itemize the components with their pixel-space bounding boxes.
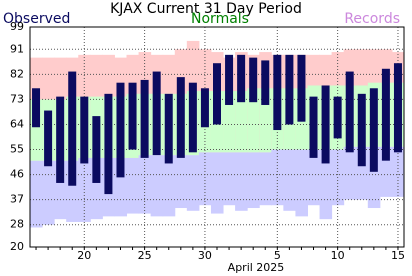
observed-bar (357, 93, 366, 167)
record-low-band (295, 149, 308, 217)
observed-bar (369, 88, 378, 172)
observed-bar (261, 60, 270, 105)
record-low-band (210, 152, 224, 214)
observed-bar (140, 79, 149, 158)
x-tick-label: 10 (331, 249, 345, 262)
x-tick-label: 15 (391, 249, 405, 262)
observed-bar (176, 77, 185, 158)
record-low-band (198, 152, 212, 206)
normal-band (223, 91, 236, 153)
y-tick-label: 20 (10, 240, 24, 253)
record-low-band (283, 149, 296, 211)
observed-bar (152, 71, 161, 156)
record-low-band (307, 149, 321, 206)
observed-bar (333, 96, 342, 139)
observed-bar (273, 54, 282, 131)
observed-bar (297, 54, 306, 122)
observed-bar (32, 88, 41, 128)
legend-entry: Records (344, 11, 400, 27)
observed-bar (68, 71, 77, 186)
normal-band (235, 91, 248, 153)
x-tick-label: 5 (274, 249, 281, 262)
record-low-band (30, 160, 43, 228)
plot-frame (29, 26, 405, 248)
chart-title: KJAX Current 31 Day Period (110, 1, 302, 17)
legend-entry: Normals (191, 11, 249, 27)
observed-bar (92, 116, 101, 183)
record-low-band (42, 160, 55, 225)
observed-bar (104, 93, 113, 195)
x-tick-label: 20 (77, 249, 91, 262)
record-low-band (259, 152, 272, 206)
observed-bar (345, 71, 354, 153)
observed-bar (164, 93, 173, 164)
x-tick-label: 25 (138, 249, 152, 262)
x-axis-label: April 2025 (228, 261, 285, 274)
record-low-band (126, 157, 140, 214)
record-low-band (186, 155, 200, 211)
observed-bar (80, 96, 89, 164)
record-low-band (235, 152, 248, 211)
y-tick-label: 99 (10, 20, 24, 33)
observed-bar (128, 82, 137, 150)
record-low-band (247, 152, 260, 209)
observed-bar (200, 88, 209, 128)
record-low-band (162, 155, 176, 217)
observed-bar (116, 82, 125, 178)
legend-entry: Observed (3, 11, 70, 27)
observed-bar (321, 85, 330, 164)
observed-bar (381, 68, 390, 161)
record-low-band (319, 149, 333, 220)
y-tick-label: 64 (10, 117, 24, 130)
observed-bar (309, 96, 318, 158)
observed-bar (285, 54, 294, 125)
observed-bar (249, 57, 258, 103)
record-low-band (223, 152, 236, 206)
record-low-band (343, 146, 357, 200)
y-tick-label: 55 (10, 143, 24, 156)
y-tick-label: 37 (10, 193, 24, 206)
observed-bar (44, 110, 53, 167)
observed-bar (213, 63, 221, 125)
normal-band (247, 88, 260, 153)
observed-bar (237, 54, 246, 103)
y-tick-label: 91 (10, 42, 24, 55)
y-tick-label: 82 (10, 67, 24, 80)
record-low-band (138, 155, 152, 214)
observed-bar (56, 96, 65, 183)
y-tick-label: 46 (10, 168, 24, 181)
observed-bar (188, 82, 197, 153)
y-tick-label: 73 (10, 92, 24, 105)
y-tick-label: 28 (10, 218, 24, 231)
x-tick-label: 30 (198, 249, 212, 262)
observed-bar (393, 63, 402, 153)
record-low-band (150, 155, 164, 217)
record-low-band (174, 155, 188, 209)
observed-bar (225, 54, 234, 105)
